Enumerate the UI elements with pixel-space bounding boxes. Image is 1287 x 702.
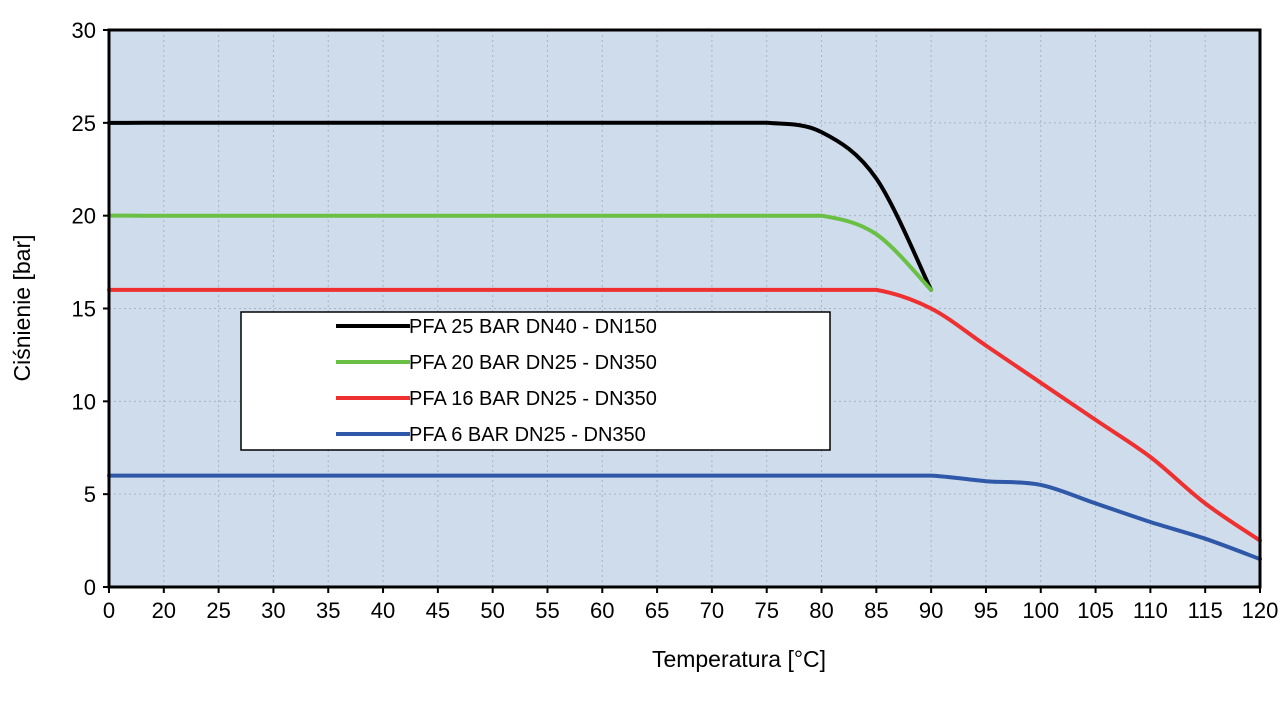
x-tick-label: 110 [1133, 598, 1168, 623]
x-tick-label: 0 [103, 598, 115, 623]
legend: PFA 25 BAR DN40 - DN150 PFA 20 BAR DN25 -… [240, 311, 831, 451]
x-tick-label: 115 [1188, 598, 1223, 623]
x-tick-label: 35 [316, 598, 340, 623]
legend-label: PFA 6 BAR DN25 - DN350 [409, 424, 646, 446]
x-axis-title: Temperatura [°C] [652, 646, 826, 672]
x-tick-label: 95 [974, 598, 998, 623]
x-tick-label: 45 [426, 598, 450, 623]
y-tick-label: 30 [72, 18, 96, 43]
x-tick-label: 25 [206, 598, 230, 623]
legend-label: PFA 16 BAR DN25 - DN350 [409, 388, 657, 410]
x-tick-label: 60 [590, 598, 614, 623]
x-tick-label: 40 [371, 598, 395, 623]
series-lines [107, 120, 1262, 562]
y-tick-label: 25 [72, 111, 96, 136]
series-line-2 [107, 213, 934, 292]
series-line-1 [107, 120, 934, 292]
y-tick-label: 10 [72, 389, 96, 414]
x-tick-label: 100 [1022, 598, 1059, 623]
x-tick-label: 120 [1242, 598, 1279, 623]
x-tick-label: 30 [261, 598, 285, 623]
x-tick-label: 70 [700, 598, 724, 623]
x-tick-label: 90 [919, 598, 943, 623]
x-tick-label: 55 [535, 598, 559, 623]
legend-box [240, 311, 831, 451]
y-axis-ticks: 0 5 10 15 20 25 30 [72, 18, 109, 600]
y-tick-label: 15 [72, 297, 96, 322]
y-tick-label: 0 [84, 575, 96, 600]
x-tick-label: 75 [754, 598, 778, 623]
x-axis-ticks: 0 20 25 30 35 40 45 50 55 60 65 70 75 80 85 90 95 100 105 1… [103, 587, 1278, 623]
x-tick-label: 85 [864, 598, 888, 623]
x-tick-label: 65 [645, 598, 669, 623]
legend-label: PFA 20 BAR DN25 - DN350 [409, 352, 657, 374]
legend-label: PFA 25 BAR DN40 - DN150 [409, 316, 657, 338]
y-tick-label: 20 [72, 204, 96, 229]
x-tick-label: 50 [480, 598, 504, 623]
x-tick-label: 80 [809, 598, 833, 623]
x-tick-label: 20 [152, 598, 176, 623]
x-tick-label: 105 [1077, 598, 1114, 623]
series-line-4 [107, 473, 1262, 562]
series-line-3 [107, 287, 1262, 543]
y-tick-label: 5 [84, 482, 96, 507]
y-axis-title: Ciśnienie [bar] [9, 234, 35, 381]
